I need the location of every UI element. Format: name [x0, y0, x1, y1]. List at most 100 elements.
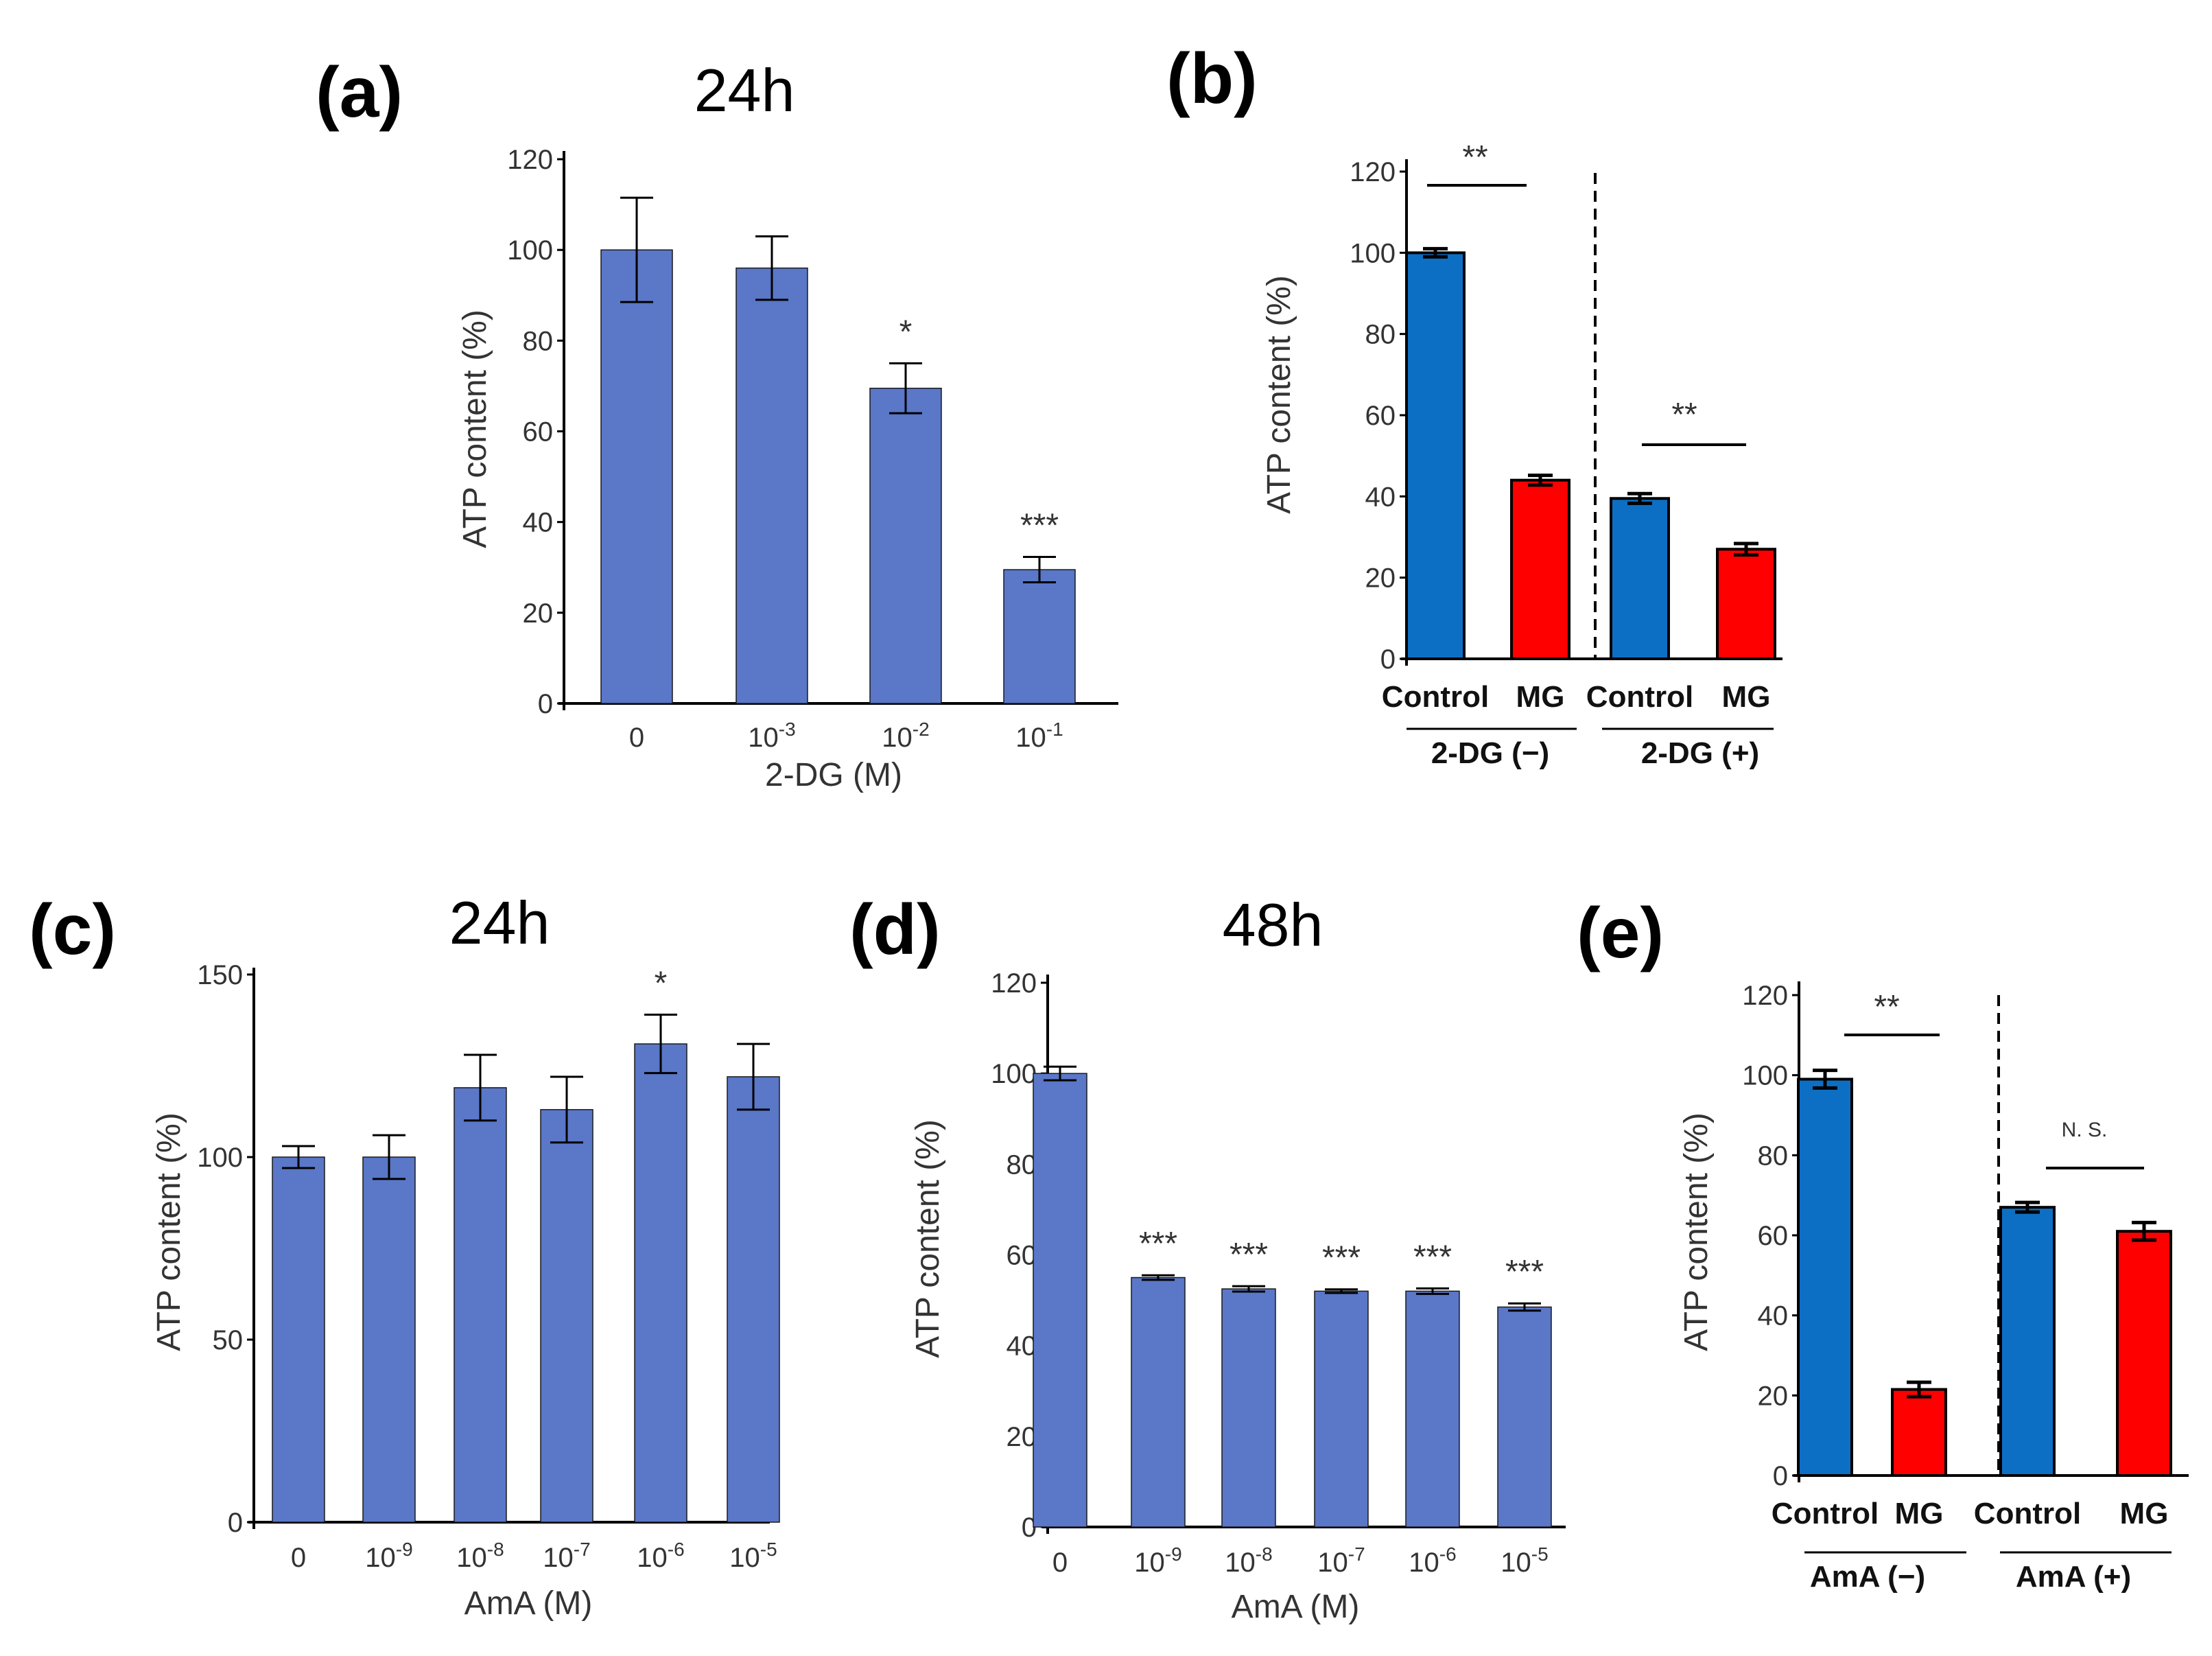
bars-a: 0 20 40 60 80 100 120 0 10-3 * 10-2 *** 10-1: [507, 145, 1118, 753]
x-tick-label-c-1: 10-9: [365, 1539, 412, 1573]
x-axis-label-a: 2-DG (M): [765, 757, 902, 793]
bars-c: 0 50 100 150 0 10-9 10-8 10-7 * 10-6 10-5: [197, 960, 780, 1573]
comparison-b-2: **: [1671, 397, 1697, 433]
x-tick-label-c-0: 0: [291, 1543, 306, 1573]
x-tick-label-d-2: 10-8: [1225, 1543, 1272, 1578]
y-tick-label-b-4: 80: [1365, 320, 1396, 350]
bar-b-3: [1716, 548, 1776, 660]
panel-c: (c) 24h ATP content (%) AmA (M) 0 50 100 15…: [29, 889, 780, 1622]
panel-e: (e) ATP content (%) 0 20 40 60 80 100 120 Contr…: [1577, 894, 2189, 1594]
x-axis-label-c: AmA (M): [464, 1585, 593, 1622]
bar-d-2: [1221, 1288, 1276, 1528]
x-tick-label-e-2: Control: [1974, 1497, 2081, 1530]
x-tick-label-a-0: 0: [629, 723, 644, 753]
bars-e: 0 20 40 60 80 100 120 Control MG Control MG: [1742, 981, 2189, 1554]
panel-label-a: (a): [316, 53, 403, 132]
chart-title-c: 24h: [449, 889, 550, 957]
bar-a-0: [600, 249, 673, 704]
panel-label-e: (e): [1577, 894, 1664, 973]
y-tick-label-b-2: 40: [1365, 482, 1396, 512]
y-tick-label-c-1: 50: [213, 1325, 244, 1355]
x-tick-label-c-4: 10-6: [637, 1539, 684, 1573]
x-tick-label-d-1: 10-9: [1134, 1543, 1181, 1578]
significance-d-4: ***: [1413, 1239, 1452, 1275]
x-axis-label-d: AmA (M): [1232, 1589, 1360, 1625]
comparison-e-2: N. S.: [2062, 1119, 2108, 1141]
y-tick-label-a-5: 100: [507, 235, 553, 266]
panel-label-c: (c): [29, 890, 116, 970]
y-axis-label-a: ATP content (%): [457, 310, 493, 548]
y-tick-label-e-0: 0: [1773, 1461, 1788, 1491]
x-tick-label-c-5: 10-5: [729, 1539, 777, 1573]
significance-d-3: ***: [1322, 1240, 1361, 1276]
y-tick-label-b-6: 120: [1350, 157, 1396, 187]
y-axis-label-c: ATP content (%): [151, 1112, 187, 1351]
y-tick-label-a-4: 80: [523, 326, 554, 356]
significance-a-2: *: [899, 314, 913, 350]
y-tick-label-a-0: 0: [538, 689, 553, 719]
bars-d: 0204060801001200***10-9***10-8***10-7***…: [991, 968, 1566, 1578]
y-tick-label-d-1: 20: [1007, 1422, 1037, 1452]
significance-d-5: ***: [1505, 1254, 1544, 1290]
panel-label-d: (d): [849, 890, 941, 970]
bar-a-2: [869, 387, 942, 704]
bar-e-3: [2116, 1230, 2172, 1477]
y-tick-label-c-2: 100: [197, 1143, 243, 1173]
panel-b: (b) ATP content (%) 0 20 40 60 80 100 120 Contr…: [1166, 39, 1782, 770]
y-tick-label-e-6: 120: [1742, 981, 1788, 1011]
y-tick-label-c-3: 150: [197, 960, 243, 990]
x-tick-label-d-3: 10-7: [1317, 1543, 1365, 1578]
x-tick-label-b-1: MG: [1516, 680, 1565, 714]
bar-d-5: [1497, 1306, 1552, 1528]
y-tick-label-b-3: 60: [1365, 401, 1396, 431]
panel-d: (d) 48h ATP content (%) AmA (M) 0 20 40 60 8…: [849, 890, 1566, 1625]
y-axis-label-d: ATP content (%): [910, 1119, 946, 1358]
bar-b-2: [1610, 497, 1670, 661]
bar-b-1: [1510, 478, 1570, 661]
x-tick-label-d-4: 10-6: [1409, 1543, 1456, 1578]
y-tick-label-d-2: 40: [1007, 1331, 1037, 1362]
group-label-e-1: AmA (−): [1810, 1560, 1925, 1594]
bar-c-2: [454, 1087, 507, 1523]
bar-c-4: [634, 1043, 687, 1523]
x-tick-label-c-2: 10-8: [456, 1539, 504, 1573]
y-tick-label-b-5: 100: [1350, 238, 1396, 268]
comparison-e-1: **: [1874, 989, 1899, 1025]
y-tick-label-d-4: 80: [1007, 1150, 1037, 1180]
bar-e-2: [1999, 1206, 2056, 1477]
bar-b-0: [1405, 251, 1466, 661]
y-tick-label-d-6: 120: [991, 968, 1037, 999]
x-tick-label-c-3: 10-7: [543, 1539, 590, 1573]
bar-d-0: [1033, 1073, 1087, 1528]
y-tick-label-a-6: 120: [507, 145, 553, 175]
y-tick-label-e-4: 80: [1758, 1141, 1789, 1171]
bar-a-1: [736, 267, 808, 704]
significance-c-4: *: [655, 966, 668, 1002]
bar-c-0: [272, 1156, 325, 1523]
y-tick-label-e-2: 40: [1758, 1301, 1789, 1331]
chart-title-d: 48h: [1223, 891, 1323, 959]
x-tick-label-e-1: MG: [1895, 1497, 1944, 1530]
y-tick-label-e-5: 100: [1742, 1061, 1788, 1091]
x-tick-label-e-3: MG: [2120, 1497, 2169, 1530]
y-tick-label-c-0: 0: [228, 1508, 243, 1538]
significance-d-1: ***: [1139, 1226, 1177, 1262]
x-tick-label-e-0: Control: [1772, 1497, 1879, 1530]
significance-a-3: ***: [1020, 508, 1059, 544]
y-tick-label-a-3: 60: [523, 417, 554, 447]
y-tick-label-e-1: 20: [1758, 1381, 1789, 1411]
y-axis-label-e: ATP content (%): [1678, 1112, 1715, 1351]
panel-a: (a) 24h ATP content (%) 2-DG (M) 0 20 40 60…: [316, 53, 1118, 793]
y-tick-label-b-1: 20: [1365, 563, 1396, 594]
significance-d-2: ***: [1229, 1237, 1268, 1273]
bar-c-3: [540, 1109, 593, 1523]
group-label-b-1: 2-DG (−): [1431, 736, 1549, 770]
bar-c-1: [362, 1156, 416, 1523]
group-label-b-2: 2-DG (+): [1641, 736, 1759, 770]
bar-e-0: [1797, 1077, 1853, 1477]
group-label-e-2: AmA (+): [2016, 1560, 2131, 1594]
x-tick-label-b-0: Control: [1382, 680, 1489, 714]
bar-d-3: [1314, 1290, 1369, 1528]
bar-e-1: [1891, 1388, 1947, 1478]
